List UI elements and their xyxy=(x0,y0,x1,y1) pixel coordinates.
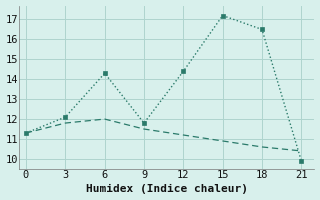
X-axis label: Humidex (Indice chaleur): Humidex (Indice chaleur) xyxy=(86,184,248,194)
